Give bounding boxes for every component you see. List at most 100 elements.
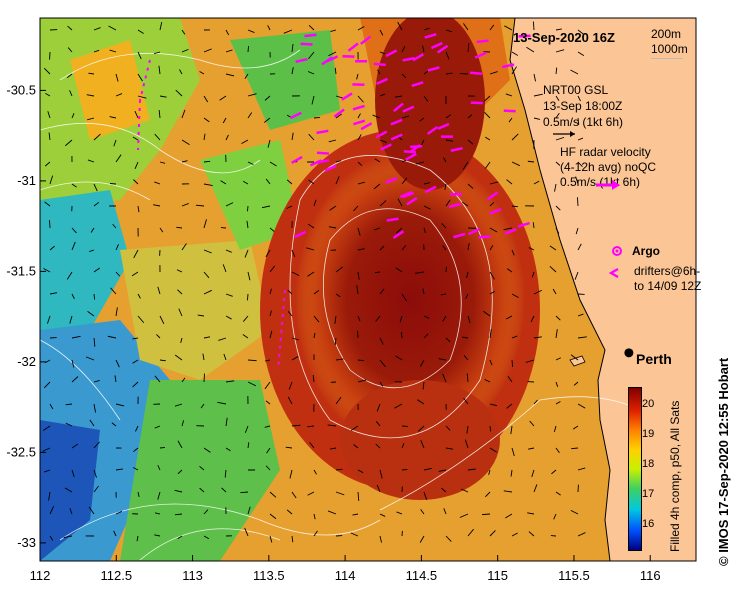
hf-vector xyxy=(467,227,480,236)
nrt-vector xyxy=(572,425,579,430)
nrt-vector xyxy=(133,249,139,259)
colorbar-tick-label: 17 xyxy=(642,488,655,500)
nrt-vector xyxy=(577,243,582,251)
nrt-vector xyxy=(395,355,403,361)
hf-vector xyxy=(403,150,416,154)
nrt-vector xyxy=(267,25,271,31)
hf-vector xyxy=(390,133,403,141)
nrt-vector xyxy=(570,509,579,515)
nrt-vector xyxy=(93,337,96,347)
nrt-vector xyxy=(174,489,183,493)
nrt-vector xyxy=(154,133,161,141)
hf-vector xyxy=(424,33,437,39)
colorbar-tick-label: 18 xyxy=(642,458,655,470)
nrt-vector xyxy=(157,465,161,471)
nrt-vector xyxy=(203,117,210,123)
nrt-vector xyxy=(483,95,491,102)
nrt-vector xyxy=(329,205,337,211)
nrt-vector xyxy=(379,381,384,387)
nrt-vector xyxy=(49,292,58,295)
nrt-vector xyxy=(157,286,161,295)
nrt-vector xyxy=(531,469,535,477)
nrt-vector xyxy=(203,509,209,515)
nrt-vector xyxy=(203,289,212,295)
hf-vector xyxy=(375,77,388,86)
nrt-vector xyxy=(335,160,341,163)
nrt-vector xyxy=(177,289,183,295)
nrt-vector xyxy=(225,73,235,77)
nrt-vector xyxy=(505,315,513,320)
nrt-vector xyxy=(195,204,205,207)
hf-vector xyxy=(412,53,424,62)
nrt-vector xyxy=(376,484,381,493)
nrt-vector xyxy=(115,73,119,82)
nrt-vector xyxy=(357,95,364,103)
nrt-vector xyxy=(328,226,337,229)
nrt-vector xyxy=(555,67,558,75)
nrt-vector xyxy=(111,422,117,427)
nrt-vector xyxy=(69,315,73,324)
nrt-vector xyxy=(379,51,385,55)
nrt-vector xyxy=(553,425,557,432)
nrt-vector xyxy=(131,271,139,277)
nrt-vector xyxy=(220,180,227,185)
nrt-vector xyxy=(247,506,251,515)
nrt-vector xyxy=(532,222,535,229)
nrt-vector xyxy=(203,48,212,53)
nrt-vector xyxy=(224,469,227,478)
nrt-vector xyxy=(223,353,227,361)
nrt-vector xyxy=(577,51,585,56)
nrt-vector xyxy=(419,535,425,543)
nrt-vector xyxy=(489,245,494,251)
nrt-vector xyxy=(93,380,100,383)
nrt-vector xyxy=(203,271,210,279)
nrt-vector xyxy=(177,469,183,475)
nrt-vector xyxy=(264,381,271,390)
nrt-vector xyxy=(374,158,381,163)
lon-tick-label: 115.5 xyxy=(558,568,590,583)
nrt-vector xyxy=(394,403,403,409)
lon-tick-label: 113 xyxy=(182,568,203,583)
hf-vector xyxy=(300,42,313,46)
nrt-vector xyxy=(423,27,430,31)
nrt-vector xyxy=(219,95,227,101)
nrt-vector xyxy=(423,205,431,210)
nrt-vector xyxy=(199,487,205,493)
nrt-vector xyxy=(375,315,381,322)
nrt-vector xyxy=(329,447,337,450)
nrt-vector xyxy=(527,512,535,515)
nrt-vector xyxy=(137,29,144,34)
nrt-vector xyxy=(335,176,340,185)
nrt-vector xyxy=(132,136,139,141)
hf-vector xyxy=(385,49,398,58)
hf-vector xyxy=(430,41,443,50)
nrt-vector xyxy=(396,227,403,234)
nrt-vector xyxy=(467,183,474,189)
nrt-vector xyxy=(555,401,561,405)
nrt-vector xyxy=(334,315,337,324)
nrt-vector xyxy=(180,337,183,344)
nrt-vector xyxy=(48,132,51,141)
nrt-vector xyxy=(533,399,538,405)
nrt-vector xyxy=(440,293,447,296)
sst-field xyxy=(40,18,696,561)
nrt-vector xyxy=(379,535,382,543)
nrt-vector xyxy=(174,513,183,516)
nrt-vector xyxy=(178,308,183,317)
nrt-vector xyxy=(466,373,469,383)
nrt-vector xyxy=(445,51,450,60)
nrt-vector xyxy=(246,220,249,229)
nrt-vector xyxy=(533,484,538,493)
isobath-rule xyxy=(651,58,683,59)
hf-vector xyxy=(402,105,415,113)
nrt-vector xyxy=(577,95,581,102)
nrt-vector xyxy=(549,265,557,273)
nrt-vector xyxy=(153,51,161,55)
nrt-vector xyxy=(115,244,119,251)
drifter-track xyxy=(137,99,141,151)
nrt-vector xyxy=(179,69,183,75)
nrt-vector xyxy=(577,137,584,141)
hf-vector xyxy=(373,62,386,67)
nrt-vector xyxy=(222,117,227,124)
nrt-vector xyxy=(511,447,515,457)
